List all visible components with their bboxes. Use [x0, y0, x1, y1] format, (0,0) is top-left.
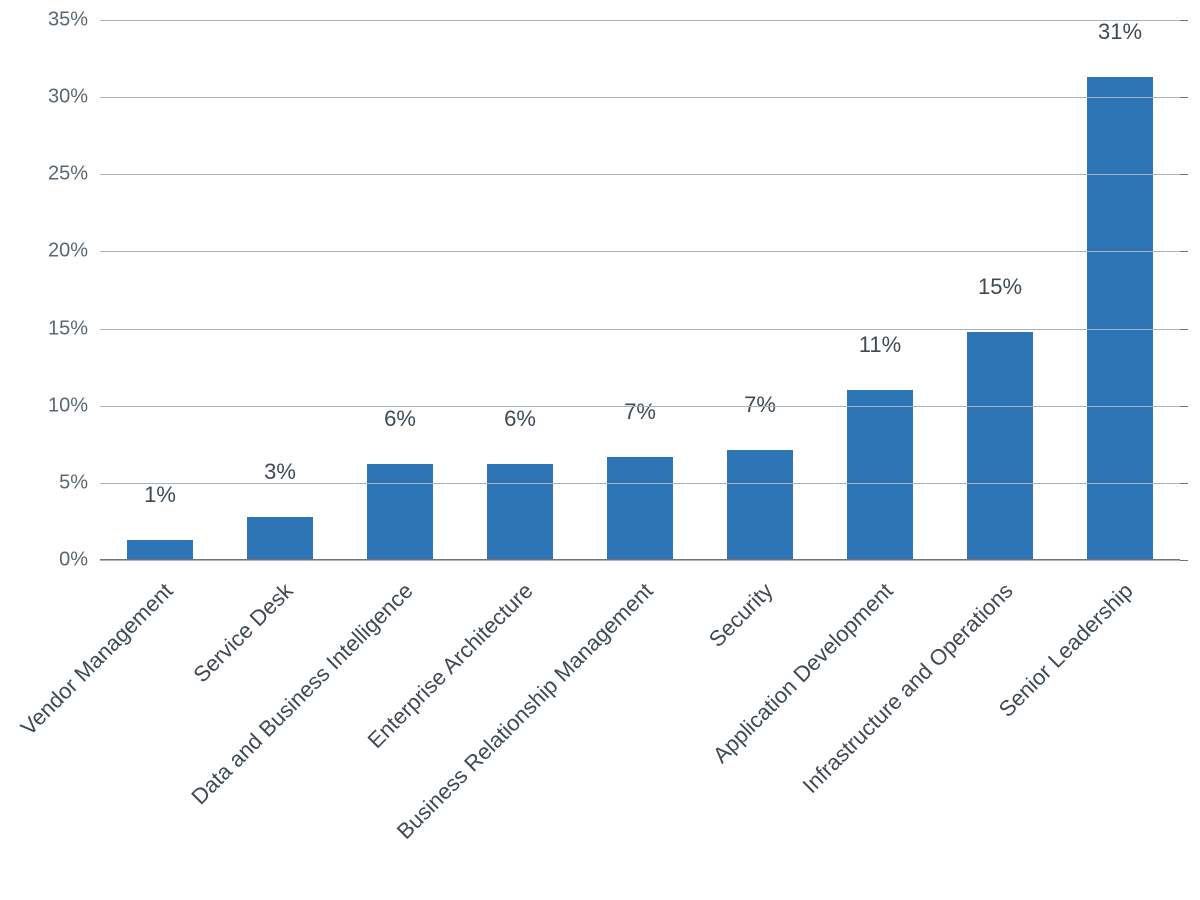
x-category-label: Security	[704, 578, 779, 653]
bar	[607, 457, 673, 560]
y-tick-label: 10%	[48, 394, 88, 417]
axis-right-tick	[1180, 20, 1188, 21]
gridline	[100, 97, 1180, 98]
y-tick-label: 0%	[59, 549, 88, 572]
axis-right-tick	[1180, 560, 1188, 561]
gridline	[100, 483, 1180, 484]
bars-layer: 1%3%6%6%7%7%11%15%31%	[100, 20, 1180, 560]
gridline	[100, 251, 1180, 252]
bar	[367, 464, 433, 560]
axis-right-tick	[1180, 483, 1188, 484]
y-tick-label: 30%	[48, 86, 88, 109]
plot-area: 1%3%6%6%7%7%11%15%31%	[100, 20, 1180, 560]
bar-value-label: 31%	[1098, 19, 1142, 45]
gridline	[100, 406, 1180, 407]
bar	[727, 450, 793, 560]
axis-right-tick	[1180, 97, 1188, 98]
y-tick-label: 5%	[59, 471, 88, 494]
axis-right-tick	[1180, 406, 1188, 407]
bar	[967, 332, 1033, 560]
y-tick-label: 35%	[48, 9, 88, 32]
x-category-label: Business Relationship Management	[392, 578, 659, 845]
x-category-label: Data and Business Intelligence	[186, 578, 418, 810]
bar	[487, 464, 553, 560]
bar-value-label: 7%	[624, 399, 656, 425]
bar-value-label: 3%	[264, 459, 296, 485]
bar-value-label: 6%	[384, 406, 416, 432]
y-tick-label: 15%	[48, 317, 88, 340]
bar	[1087, 77, 1153, 560]
bar	[127, 540, 193, 560]
x-category-label: Infrastructure and Operations	[798, 578, 1019, 799]
bar-chart: 1%3%6%6%7%7%11%15%31% 0%5%10%15%20%25%30…	[0, 0, 1200, 900]
bar-value-label: 6%	[504, 406, 536, 432]
x-category-label: Senior Leadership	[994, 578, 1139, 723]
x-category-label: Service Desk	[188, 578, 298, 688]
bar-value-label: 1%	[144, 482, 176, 508]
x-category-label: Vendor Management	[16, 578, 179, 741]
axis-right-tick	[1180, 251, 1188, 252]
gridline	[100, 174, 1180, 175]
axis-right-tick	[1180, 329, 1188, 330]
y-tick-label: 20%	[48, 240, 88, 263]
gridline	[100, 20, 1180, 21]
axis-right-tick	[1180, 174, 1188, 175]
gridline	[100, 560, 1180, 561]
bar	[847, 390, 913, 560]
bar	[247, 517, 313, 560]
bar-value-label: 15%	[978, 274, 1022, 300]
gridline	[100, 329, 1180, 330]
bar-value-label: 11%	[859, 332, 901, 358]
y-tick-label: 25%	[48, 163, 88, 186]
